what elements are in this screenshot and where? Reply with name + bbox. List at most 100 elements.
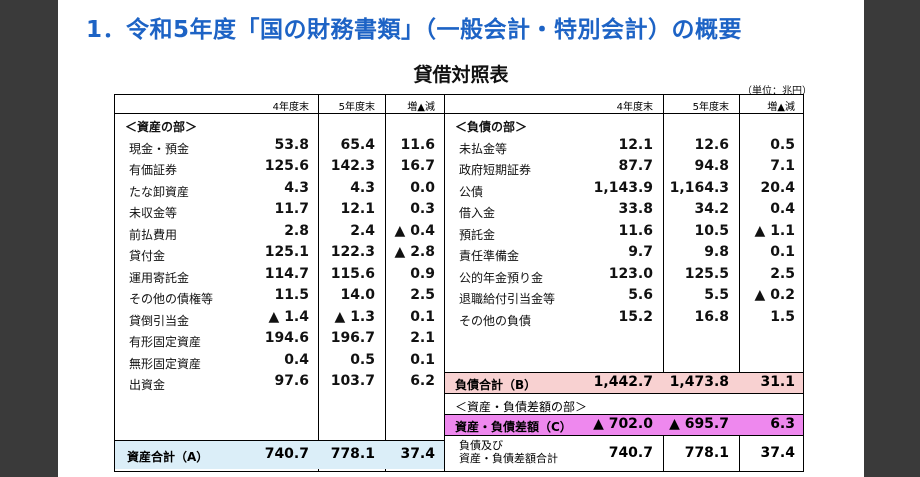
col-header-fy4: 4年度末 bbox=[272, 102, 309, 113]
table-row: その他の負債 15.2 16.8 1.5 bbox=[445, 308, 803, 330]
value-change: 16.7 bbox=[400, 158, 435, 174]
value-fy4: 33.8 bbox=[618, 201, 653, 217]
value-fy5: 12.6 bbox=[694, 136, 729, 153]
value-fy5: ▲ 1.3 bbox=[334, 308, 375, 325]
table-row: 責任準備金 9.7 9.8 0.1 bbox=[445, 243, 803, 265]
asset-rows: 現金・預金 53.8 65.4 11.6 有価証券 125.6 142.3 16.7 たな卸資産… bbox=[115, 136, 444, 394]
value-change: 0.1 bbox=[770, 244, 795, 260]
value-fy5: 94.8 bbox=[694, 158, 729, 174]
value-fy5: 12.1 bbox=[340, 201, 375, 217]
assets-header: 4年度末 5年度末 増▲減 bbox=[115, 95, 444, 114]
value-fy4: 740.7 bbox=[608, 445, 653, 461]
value-change: 2.5 bbox=[770, 265, 795, 282]
table-row: 借入金 33.8 34.2 0.4 bbox=[445, 200, 803, 222]
col-header-change: 増▲減 bbox=[767, 102, 795, 113]
value-fy4: 11.6 bbox=[618, 222, 653, 239]
value-fy4: 740.7 bbox=[264, 446, 309, 462]
row-label: 借入金 bbox=[459, 206, 496, 220]
value-fy4: 12.1 bbox=[618, 136, 653, 153]
value-change: 6.2 bbox=[410, 373, 435, 389]
row-label: その他の負債 bbox=[459, 313, 532, 328]
row-label: その他の債権等 bbox=[129, 292, 214, 306]
row-label: 未払金等 bbox=[459, 141, 508, 156]
value-fy4: 194.6 bbox=[264, 330, 309, 346]
row-label: 無形固定資産 bbox=[129, 356, 202, 371]
row-label: 有価証券 bbox=[129, 163, 178, 177]
unit-label: （単位：兆円） bbox=[742, 86, 812, 97]
value-change: ▲ 0.2 bbox=[754, 287, 795, 303]
value-change: 20.4 bbox=[760, 179, 795, 196]
table-row: 出資金 97.6 103.7 6.2 bbox=[115, 372, 444, 394]
value-change: 0.1 bbox=[410, 308, 435, 325]
value-fy5: 115.6 bbox=[330, 265, 375, 282]
table-row: 預託金 11.6 10.5 ▲ 1.1 bbox=[445, 222, 803, 244]
value-fy4: ▲ 1.4 bbox=[268, 308, 309, 325]
value-fy4: 1,143.9 bbox=[593, 179, 653, 196]
assets-panel: 4年度末 5年度末 増▲減 ＜資産の部＞ 現金・預金 53.8 65.4 11.6 有価… bbox=[114, 94, 445, 472]
value-change: 11.6 bbox=[400, 136, 435, 153]
value-fy5: 9.8 bbox=[704, 244, 729, 260]
col-header-fy5: 5年度末 bbox=[338, 102, 375, 113]
table-row: 政府短期証券 87.7 94.8 7.1 bbox=[445, 157, 803, 179]
table-row: 無形固定資産 0.4 0.5 0.1 bbox=[115, 351, 444, 373]
row-label: 負債及び 資産・負債差額合計 bbox=[459, 439, 558, 465]
value-fy4: 125.6 bbox=[264, 158, 309, 174]
table-row: 有価証券 125.6 142.3 16.7 bbox=[115, 157, 444, 179]
grand-total-row: 負債及び 資産・負債差額合計 740.7 778.1 37.4 bbox=[445, 435, 803, 471]
value-change: 0.3 bbox=[410, 201, 435, 217]
row-label: 前払費用 bbox=[129, 227, 178, 242]
col-header-fy5: 5年度末 bbox=[692, 102, 729, 113]
row-label: 運用寄託金 bbox=[129, 270, 190, 285]
value-change: ▲ 1.1 bbox=[754, 222, 795, 239]
value-fy4: 11.5 bbox=[274, 287, 309, 303]
value-fy5: 778.1 bbox=[330, 446, 375, 462]
liabilities-panel: 4年度末 5年度末 増▲減 ＜負債の部＞ 未払金等 12.1 12.6 0.5 政府短期… bbox=[444, 94, 804, 472]
value-fy5: 5.5 bbox=[704, 287, 729, 303]
value-fy4: 9.7 bbox=[628, 244, 653, 260]
value-fy4: 53.8 bbox=[274, 136, 309, 153]
value-fy5: 16.8 bbox=[694, 308, 729, 325]
row-label: 未収金等 bbox=[129, 206, 178, 220]
value-fy5: 1,164.3 bbox=[669, 179, 729, 196]
value-fy4: 5.6 bbox=[628, 287, 653, 303]
table-row: 貸付金 125.1 122.3 ▲ 2.8 bbox=[115, 243, 444, 265]
assets-section-label: ＜資産の部＞ bbox=[125, 120, 198, 134]
balance-sheet-title: 貸借対照表 bbox=[413, 64, 509, 86]
table-row: 公債 1,143.9 1,164.3 20.4 bbox=[445, 179, 803, 201]
value-fy4: 1,442.7 bbox=[593, 374, 653, 390]
table-row: その他の債権等 11.5 14.0 2.5 bbox=[115, 286, 444, 308]
liabilities-total-row: 負債合計（B） 1,442.7 1,473.8 31.1 bbox=[445, 372, 803, 394]
value-fy4: 125.1 bbox=[264, 244, 309, 260]
liabilities-section-label: ＜負債の部＞ bbox=[455, 120, 528, 134]
value-change: 7.1 bbox=[770, 158, 795, 174]
value-fy5: 14.0 bbox=[340, 287, 375, 303]
table-row: 未収金等 11.7 12.1 0.3 bbox=[115, 200, 444, 222]
value-fy5: 103.7 bbox=[330, 373, 375, 389]
net-section-label: ＜資産・負債差額の部＞ bbox=[445, 393, 803, 415]
row-label: 責任準備金 bbox=[459, 249, 520, 263]
value-change: 37.4 bbox=[760, 445, 795, 461]
value-fy5: 65.4 bbox=[340, 136, 375, 153]
col-header-change: 増▲減 bbox=[407, 102, 435, 113]
slide-title: 1．令和5年度「国の財務書類」（一般会計・特別会計）の概要 bbox=[86, 17, 743, 43]
value-change: 31.1 bbox=[760, 374, 795, 390]
value-change: 6.3 bbox=[770, 416, 795, 432]
row-label: 現金・預金 bbox=[129, 141, 190, 156]
value-fy4: 2.8 bbox=[284, 222, 309, 239]
value-change: 37.4 bbox=[400, 446, 435, 462]
value-fy4: 15.2 bbox=[618, 308, 653, 325]
table-row: 有形固定資産 194.6 196.7 2.1 bbox=[115, 329, 444, 351]
liability-rows: 未払金等 12.1 12.6 0.5 政府短期証券 87.7 94.8 7.1 公債 1,143.… bbox=[445, 136, 803, 330]
value-change: 2.5 bbox=[410, 287, 435, 303]
row-label: たな卸資産 bbox=[129, 184, 190, 199]
value-fy5: 10.5 bbox=[694, 222, 729, 239]
value-change: ▲ 2.8 bbox=[394, 244, 435, 260]
row-label: 退職給付引当金等 bbox=[459, 292, 556, 306]
value-change: 0.5 bbox=[770, 136, 795, 153]
liabilities-header: 4年度末 5年度末 増▲減 bbox=[445, 95, 803, 114]
table-row: 未払金等 12.1 12.6 0.5 bbox=[445, 136, 803, 158]
value-fy4: 87.7 bbox=[618, 158, 653, 174]
col-header-fy4: 4年度末 bbox=[616, 102, 653, 113]
row-label: 公債 bbox=[459, 184, 484, 199]
row-label: 負債合計（B） bbox=[455, 378, 537, 392]
